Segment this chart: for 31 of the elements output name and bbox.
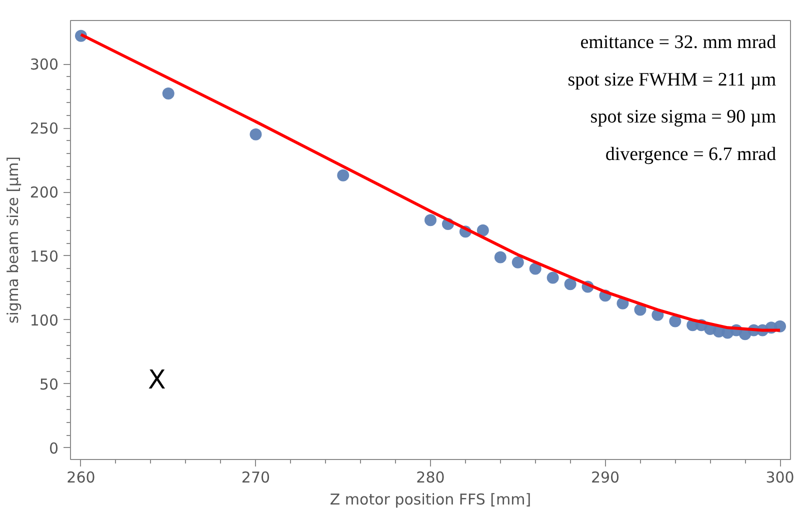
y-tick-label: 200: [30, 184, 59, 202]
annotation: spot size sigma = 90 µm: [590, 106, 776, 128]
annotation: X: [148, 365, 166, 396]
x-tick-label: 300: [766, 468, 794, 486]
y-tick-label: 150: [30, 248, 59, 266]
y-tick-label: 300: [30, 56, 59, 74]
point: [494, 251, 506, 264]
y-axis-title: sigma beam size [µm]: [4, 156, 22, 324]
y-tick-label: 100: [30, 311, 59, 330]
point: [250, 128, 262, 140]
x-axis-title: Z motor position FFS [mm]: [330, 490, 532, 508]
point: [337, 169, 350, 182]
point: [424, 214, 436, 226]
point: [546, 272, 559, 284]
annotation: divergence = 6.7 mrad: [605, 144, 777, 165]
x-tick-label: 260: [66, 468, 96, 486]
annotation: spot size FWHM = 211 µm: [568, 69, 776, 90]
point: [669, 315, 682, 328]
x-tick-label: 270: [241, 468, 270, 486]
point: [476, 224, 489, 236]
point: [564, 278, 576, 290]
y-tick-label: 50: [39, 375, 59, 394]
point: [529, 262, 542, 275]
y-tick-label: 250: [30, 120, 59, 138]
point: [634, 304, 646, 316]
annotation: emittance = 32. mm mrad: [580, 32, 777, 53]
x-tick-label: 290: [590, 468, 620, 486]
point: [512, 256, 524, 268]
point: [162, 87, 174, 100]
x-tick-label: 280: [416, 468, 445, 486]
y-tick-label: 0: [48, 439, 59, 458]
